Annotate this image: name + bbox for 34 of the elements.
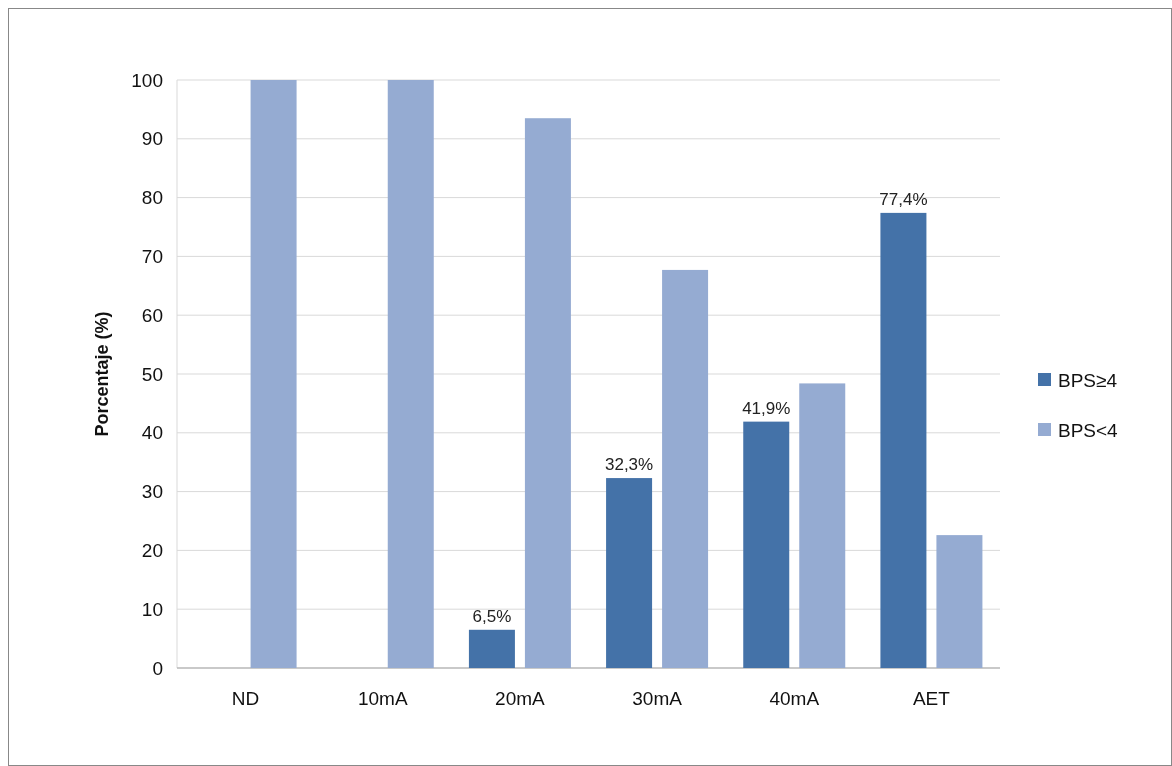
y-tick-label: 70 [141, 246, 163, 268]
y-tick-label: 80 [141, 187, 163, 209]
y-tick-label: 90 [141, 128, 163, 150]
bar [799, 383, 846, 668]
bar [662, 269, 709, 668]
bar [880, 212, 927, 668]
legend-label: BPS≥4 [1058, 369, 1118, 391]
y-tick-label: 60 [141, 304, 163, 326]
bar [250, 80, 297, 668]
legend-label: BPS<4 [1058, 419, 1119, 441]
bar [936, 535, 983, 668]
x-tick-label: ND [231, 687, 260, 709]
y-axis-title: Porcentaje (%) [92, 311, 112, 437]
x-tick-label: 30mA [632, 687, 683, 709]
bar [524, 118, 571, 668]
bar [606, 478, 653, 668]
data-label: 77,4% [879, 189, 928, 209]
data-label: 32,3% [604, 455, 654, 475]
y-tick-label: 100 [131, 69, 163, 91]
bar [387, 80, 434, 668]
x-tick-label: AET [912, 687, 951, 709]
y-tick-label: 30 [141, 481, 163, 503]
bar [468, 629, 515, 668]
x-tick-label: 10mA [357, 687, 408, 709]
y-tick-label: 0 [152, 657, 163, 679]
y-tick-label: 50 [141, 363, 163, 385]
data-label: 6,5% [472, 606, 512, 626]
y-tick-label: 10 [141, 598, 163, 620]
x-tick-label: 40mA [769, 687, 820, 709]
x-tick-label: 20mA [495, 687, 546, 709]
bar [743, 421, 790, 668]
y-tick-label: 20 [141, 540, 163, 562]
y-tick-label: 40 [141, 422, 163, 444]
data-label: 41,9% [742, 398, 791, 418]
